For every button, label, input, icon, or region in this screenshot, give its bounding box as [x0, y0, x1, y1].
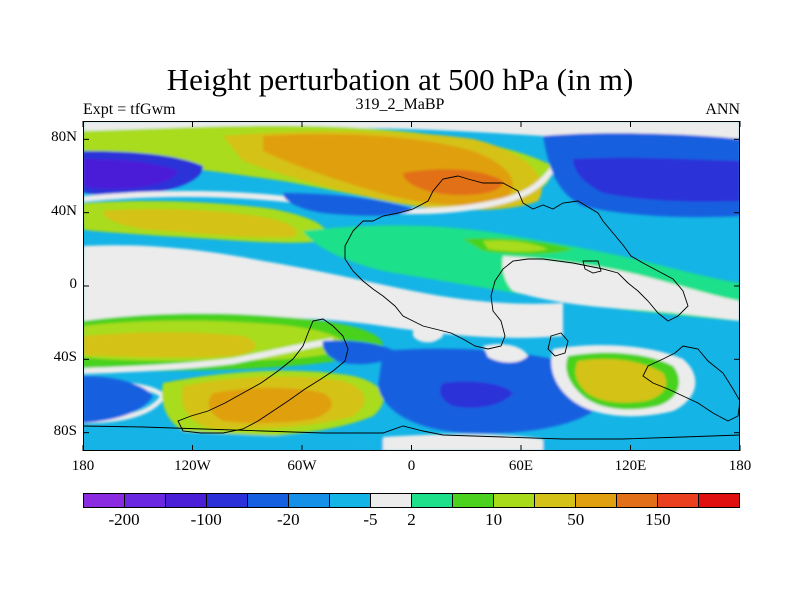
- colorbar-label: -5: [363, 510, 378, 529]
- colorbar-swatch: [248, 494, 289, 507]
- colorbar-swatch: [576, 494, 617, 507]
- y-tick-label: 80S: [53, 422, 77, 439]
- colorbar-swatch: [658, 494, 699, 507]
- y-tick-label: 80N: [51, 129, 77, 146]
- colorbar-swatch: [494, 494, 535, 507]
- coastlines: [83, 175, 740, 440]
- colorbar: [83, 493, 740, 508]
- colorbar-label: -100: [190, 510, 222, 529]
- colorbar-swatch: [289, 494, 330, 507]
- colorbar-swatch: [453, 494, 494, 507]
- x-tick-label: 180: [71, 458, 95, 474]
- colorbar-label: 10: [485, 510, 503, 529]
- x-tick-label: 60W: [287, 458, 317, 474]
- axis-ticks: [82, 121, 741, 451]
- x-tick-label: 0: [407, 458, 416, 474]
- height-field: [83, 121, 740, 451]
- colorbar-swatch: [617, 494, 658, 507]
- contour-map: [83, 121, 740, 451]
- colorbar-swatch: [535, 494, 576, 507]
- plot-title: Height perturbation at 500 hPa (in m): [166, 62, 634, 97]
- colorbar-label: -200: [108, 510, 140, 529]
- colorbar-swatch: [207, 494, 248, 507]
- x-tick-label: 120E: [614, 458, 647, 474]
- colorbar-label: 150: [645, 510, 671, 529]
- colorbar-label: 2: [407, 510, 416, 529]
- y-tick-label: 40N: [51, 202, 77, 219]
- colorbar-swatch: [84, 494, 125, 507]
- case-label: 319_2_MaBP: [355, 96, 445, 113]
- map-panel: [82, 121, 741, 451]
- colorbar-swatch: [699, 494, 739, 507]
- colorbar-label: -20: [276, 510, 300, 529]
- season-label: ANN: [705, 101, 740, 118]
- colorbar-swatch: [371, 494, 412, 507]
- y-tick-label: 0: [69, 276, 78, 292]
- colorbar-swatch: [412, 494, 453, 507]
- colorbar-swatch: [125, 494, 166, 507]
- x-tick-label: 60E: [508, 458, 534, 474]
- colorbar-swatch: [166, 494, 207, 507]
- colorbar-label: 50: [567, 510, 585, 529]
- experiment-label: Expt = tfGwm: [83, 101, 176, 118]
- x-tick-label: 180: [728, 458, 752, 474]
- y-tick-label: 40S: [53, 349, 77, 366]
- colorbar-swatch: [330, 494, 371, 507]
- x-tick-label: 120W: [174, 458, 211, 474]
